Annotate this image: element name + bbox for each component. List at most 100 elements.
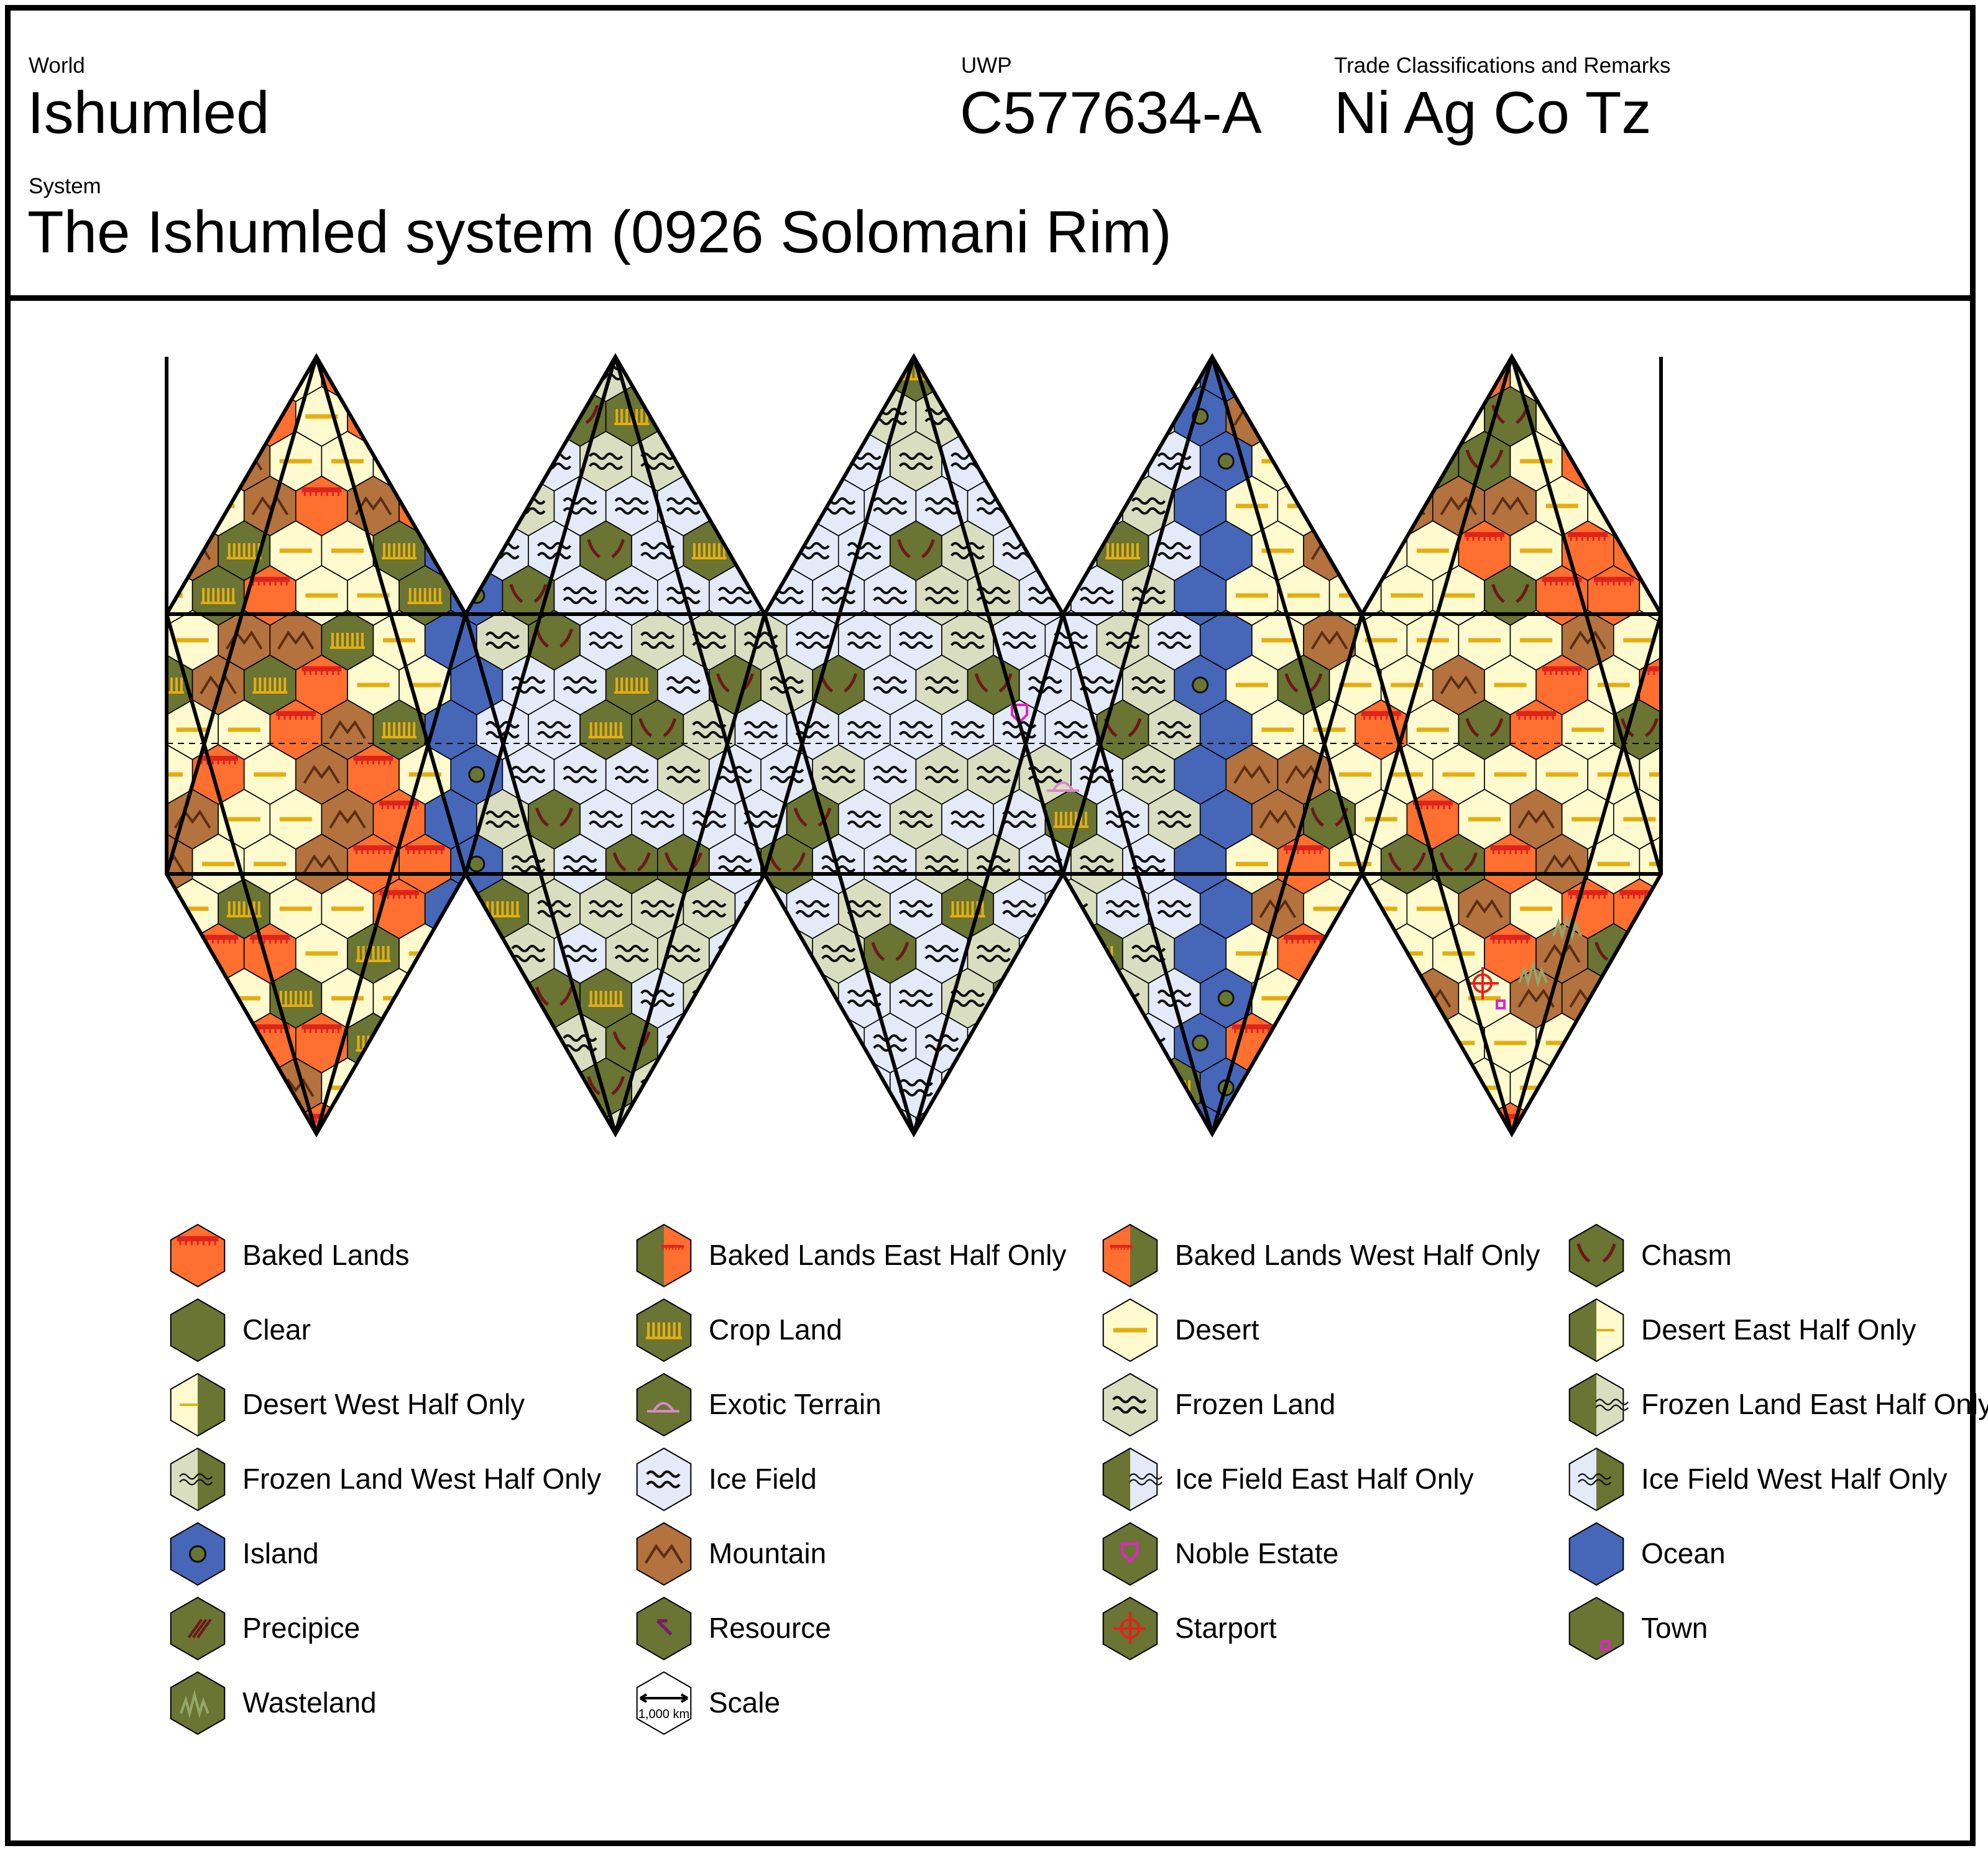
wasteland-icon: [170, 1671, 226, 1735]
terrain-hex-frozen: [890, 431, 942, 492]
net-edge: [912, 613, 1065, 1134]
legend-label: Baked Lands: [242, 1239, 410, 1271]
net-edge: [1210, 356, 1364, 875]
exotic-terrain-icon: [636, 1372, 692, 1437]
terrain-hex-crop: [321, 610, 374, 671]
legend-item: Frozen Land: [1102, 1372, 1335, 1437]
frozen-land-icon: [1102, 1372, 1158, 1437]
terrain-hex-mountain: [1303, 610, 1356, 671]
legend-item: Town: [1568, 1596, 1708, 1661]
net-edge: [464, 613, 617, 1134]
legend-label: Frozen Land East Half Only: [1641, 1388, 1988, 1420]
uwp-value: C577634-A: [960, 80, 1262, 146]
desert-west-half-icon: [170, 1372, 226, 1437]
terrain-hex-frozen: [915, 655, 969, 715]
net-edge: [315, 356, 467, 875]
legend-item: Exotic Terrain: [636, 1372, 881, 1437]
chasm-icon: [1568, 1223, 1624, 1288]
legend-item: Starport: [1102, 1596, 1277, 1661]
legend-item: Ice Field West Half Only: [1568, 1447, 1948, 1512]
terrain-hex-chasm: [528, 789, 581, 850]
legend-label: Ice Field West Half Only: [1641, 1463, 1948, 1495]
legend-label: Frozen Land: [1175, 1388, 1335, 1420]
legend-label: Ice Field: [709, 1463, 817, 1495]
net-edge: [464, 356, 617, 875]
terrain-hex-ice: [786, 878, 839, 939]
terrain-hex-desert: [1613, 789, 1661, 850]
terrain-hex-ice: [579, 610, 633, 671]
scale-icon: 1,000 km: [636, 1671, 692, 1735]
legend-label: Frozen Land West Half Only: [242, 1463, 601, 1495]
legend-label: Chasm: [1641, 1239, 1732, 1271]
system-name: The Ishumled system (0926 Solomani Rim): [27, 199, 1172, 265]
terrain-hex-frozen: [1122, 565, 1175, 626]
town-icon: [1568, 1596, 1624, 1661]
frozen-land-east-half-icon: [1568, 1372, 1629, 1437]
legend-label: Resource: [709, 1612, 831, 1644]
legend-item: Clear: [170, 1298, 311, 1362]
legend-item: Ocean: [1568, 1522, 1726, 1586]
wasteland-marker: [1518, 959, 1548, 988]
island-icon: [170, 1522, 226, 1586]
world-caption: World: [29, 53, 85, 78]
legend-label: Mountain: [709, 1537, 826, 1569]
legend-item: Desert East Half Only: [1568, 1298, 1916, 1362]
wasteland-marker: [1552, 912, 1582, 941]
trade-caption: Trade Classifications and Remarks: [1334, 53, 1671, 78]
net-edge: [763, 613, 916, 1134]
header-panel: [5, 5, 1976, 301]
terrain-hex-ice: [709, 834, 762, 894]
net-edge: [1510, 356, 1663, 875]
legend-item: Precipice: [170, 1596, 360, 1661]
terrain-hex-ice: [863, 744, 917, 805]
desert-icon: [1102, 1298, 1158, 1362]
net-edge: [315, 613, 467, 1134]
terrain-hex-crop: [605, 655, 658, 715]
resource-icon: [636, 1596, 692, 1661]
legend-item: Resource: [636, 1596, 831, 1661]
terrain-hex-ice: [890, 878, 942, 939]
legend-label: Desert East Half Only: [1641, 1313, 1916, 1346]
baked-lands-east-half-icon: [636, 1223, 692, 1288]
legend-item: Baked Lands: [170, 1223, 410, 1288]
noble-estate-icon: [1102, 1522, 1158, 1586]
legend-item: Baked Lands East Half Only: [636, 1223, 1066, 1288]
net-edge: [614, 613, 766, 1134]
legend-item: Frozen Land East Half Only: [1568, 1372, 1988, 1437]
legend-item: Chasm: [1568, 1223, 1732, 1288]
terrain-hex-desert: [1639, 744, 1661, 805]
legend-item: Baked Lands West Half Only: [1102, 1223, 1540, 1288]
terrain-hex-crop: [191, 565, 245, 626]
terrain-hex-crop: [941, 878, 994, 939]
terrain-hex-ice: [838, 699, 891, 760]
scale-text: 1,000 km: [638, 1707, 689, 1721]
ocean-icon: [1568, 1522, 1624, 1586]
legend-label: Crop Land: [709, 1313, 842, 1346]
legend-item: Ice Field East Half Only: [1102, 1447, 1474, 1512]
starport-icon: [1102, 1596, 1158, 1661]
net-edge: [1360, 613, 1514, 1134]
legend-item: Wasteland: [170, 1671, 377, 1735]
legend-label: Baked Lands East Half Only: [709, 1239, 1066, 1271]
trade-codes: Ni Ag Co Tz: [1334, 80, 1652, 146]
legend-label: Clear: [242, 1313, 311, 1346]
ice-field-west-half-icon: [1568, 1447, 1624, 1512]
baked-lands-icon: [170, 1223, 226, 1288]
terrain-hex-ice: [915, 923, 969, 984]
mountain-icon: [636, 1522, 692, 1586]
legend-label: Ice Field East Half Only: [1175, 1463, 1474, 1495]
terrain-hex-desert: [1587, 834, 1641, 894]
legend-item: Crop Land: [636, 1298, 842, 1362]
net-edge: [614, 356, 766, 875]
legend-label: Precipice: [242, 1612, 360, 1644]
baked-lands-west-half-icon: [1102, 1223, 1158, 1288]
desert-east-half-icon: [1568, 1298, 1624, 1362]
noble-marker: [1011, 704, 1028, 724]
system-caption: System: [29, 174, 101, 198]
uwp-caption: UWP: [961, 53, 1012, 78]
net-edge: [1360, 356, 1514, 875]
legend-label: Wasteland: [242, 1686, 377, 1719]
legend-label: Desert: [1175, 1313, 1259, 1346]
terrain-hex-chasm: [1458, 699, 1511, 760]
